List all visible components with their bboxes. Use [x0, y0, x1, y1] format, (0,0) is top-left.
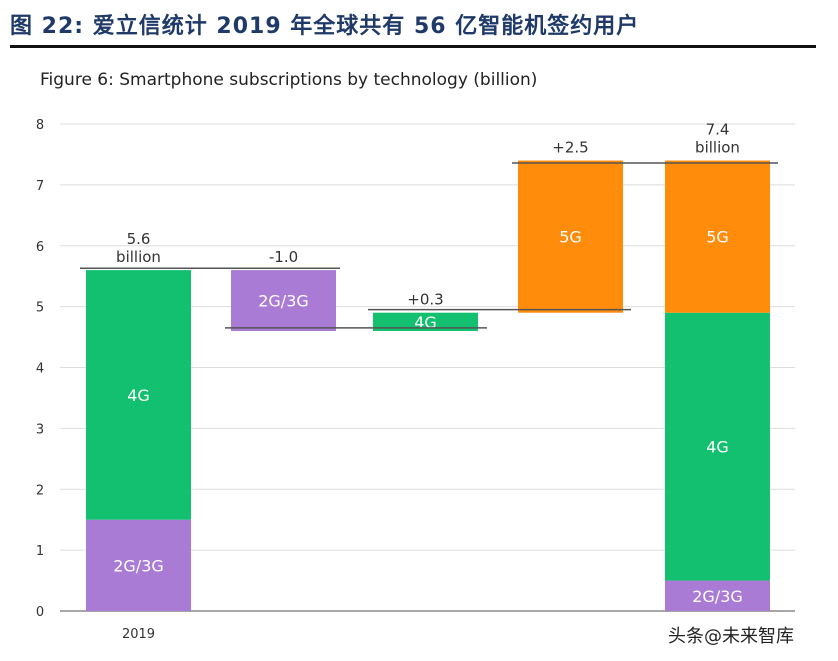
y-tick-label: 4 — [36, 362, 44, 377]
y-tick-label: 8 — [36, 118, 44, 133]
page-heading: 图 22: 爱立信统计 2019 年全球共有 56 亿智能机签约用户 — [10, 14, 640, 39]
bar-segment — [373, 312, 478, 331]
watermark: 头条@未来智库 — [668, 626, 794, 647]
bar-segment — [231, 270, 336, 331]
bar-value-label: billion — [116, 248, 161, 266]
bar-value-label: 5.6 — [127, 230, 151, 248]
y-tick-label: 2 — [36, 483, 44, 498]
x-tick-label: 2019 — [122, 627, 155, 642]
segment-label: 4G — [127, 386, 150, 405]
bar-segment — [518, 160, 623, 313]
bar-segment — [665, 160, 770, 313]
y-tick-label: 1 — [36, 544, 44, 559]
y-tick-label: 6 — [36, 240, 44, 255]
bar-segment — [665, 580, 770, 611]
bar-value-label: 7.4 — [706, 121, 730, 139]
bar-value-label: +0.3 — [407, 291, 443, 309]
y-tick-label: 3 — [36, 422, 44, 437]
segment-label: 2G/3G — [692, 587, 743, 606]
segment-label: 4G — [706, 438, 729, 457]
bar-segment — [86, 270, 191, 520]
divider — [10, 45, 816, 48]
chart-title: Figure 6: Smartphone subscriptions by te… — [40, 70, 538, 90]
segment-label: 2G/3G — [258, 292, 309, 311]
y-tick-label: 0 — [36, 605, 44, 620]
bar-segment — [665, 312, 770, 581]
segment-label: 5G — [559, 228, 582, 247]
y-tick-label: 5 — [36, 301, 44, 316]
segment-label: 4G — [414, 313, 437, 332]
bar-value-label: billion — [695, 139, 740, 157]
y-tick-label: 7 — [36, 179, 44, 194]
bar-segment — [86, 519, 191, 611]
segment-label: 5G — [706, 228, 729, 247]
segment-label: 2G/3G — [113, 556, 164, 575]
bar-value-label: +2.5 — [552, 139, 588, 157]
bar-value-label: -1.0 — [269, 248, 298, 266]
